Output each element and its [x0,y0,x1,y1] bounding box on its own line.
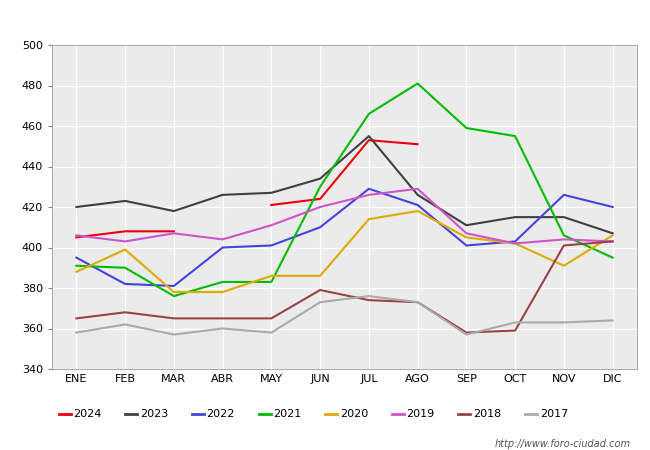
Text: 2017: 2017 [540,409,568,419]
Text: 2019: 2019 [406,409,435,419]
Text: 2021: 2021 [273,409,302,419]
Text: 2023: 2023 [140,409,168,419]
Text: 2020: 2020 [340,409,368,419]
Text: Afiliados en Torrecillas de la Tiesa a 30/9/2024: Afiliados en Torrecillas de la Tiesa a 3… [139,13,511,28]
Text: http://www.foro-ciudad.com: http://www.foro-ciudad.com [495,439,630,449]
Text: 2018: 2018 [473,409,501,419]
Text: 2024: 2024 [73,409,101,419]
Text: 2022: 2022 [207,409,235,419]
